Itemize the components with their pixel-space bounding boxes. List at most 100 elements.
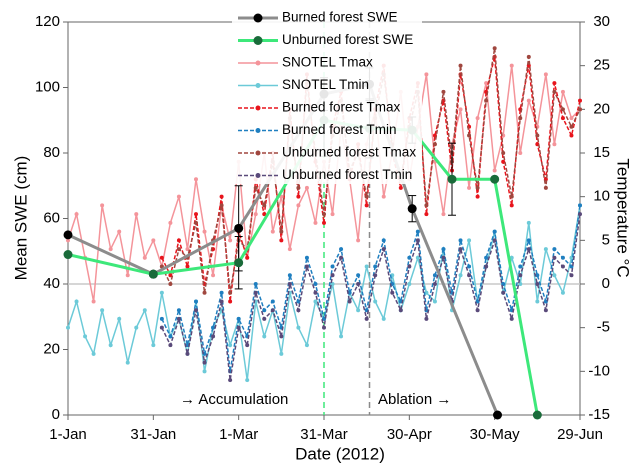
data-point — [262, 203, 267, 208]
legend-marker — [255, 60, 261, 66]
data-point — [279, 334, 284, 339]
data-point — [560, 89, 565, 94]
data-point — [91, 299, 96, 304]
data-point — [560, 290, 565, 295]
data-point — [176, 308, 181, 313]
data-point — [279, 229, 284, 234]
data-point — [339, 247, 344, 252]
data-point — [475, 194, 480, 199]
legend-marker — [255, 173, 261, 178]
data-point — [91, 351, 96, 356]
data-point — [330, 273, 335, 278]
data-point — [578, 212, 582, 217]
data-point — [467, 133, 472, 138]
data-point — [168, 334, 173, 339]
y2-tick-label: 30 — [593, 13, 610, 30]
data-point — [535, 299, 540, 304]
data-point — [356, 273, 361, 278]
data-point — [185, 247, 190, 252]
data-point — [168, 282, 173, 286]
data-point — [151, 238, 156, 243]
data-point — [202, 360, 207, 365]
data-point — [304, 255, 309, 260]
data-point — [202, 229, 207, 234]
data-point — [526, 220, 531, 225]
y2-axis-label: Temperature °C — [614, 158, 633, 277]
y-tick-label: 80 — [43, 144, 60, 161]
legend-marker — [255, 128, 261, 133]
data-point — [509, 63, 514, 68]
legend: Burned forest SWE Unburned forest SWE SNOT… — [232, 6, 422, 184]
data-point — [304, 343, 309, 348]
data-point — [159, 255, 164, 260]
data-point — [432, 142, 437, 147]
y2-tick-label: -5 — [597, 319, 610, 336]
data-point — [415, 255, 420, 260]
data-point — [313, 290, 318, 295]
y2-tick-label: 25 — [593, 57, 610, 74]
data-point — [125, 360, 130, 365]
legend-label: SNOTEL Tmax — [282, 55, 373, 70]
data-point — [304, 185, 309, 190]
legend-label: Unburned forest SWE — [282, 32, 413, 47]
annotation: Ablation → — [378, 391, 451, 408]
data-point — [228, 378, 233, 383]
data-point — [458, 247, 463, 252]
series-line — [161, 214, 581, 381]
data-point — [569, 133, 574, 138]
data-point — [543, 185, 548, 190]
data-point — [501, 159, 506, 164]
data-point — [441, 212, 446, 217]
data-point — [475, 299, 480, 304]
data-point — [526, 54, 531, 59]
series-line — [161, 205, 581, 372]
data-point — [552, 255, 557, 260]
data-point — [432, 273, 437, 278]
data-point — [219, 194, 224, 199]
data-point — [492, 168, 497, 173]
data-point — [518, 264, 523, 269]
data-point — [185, 264, 190, 269]
data-point — [219, 290, 224, 295]
data-point — [501, 290, 506, 295]
x-tick-label: 1-Jan — [49, 426, 87, 443]
legend-label: Burned forest SWE — [282, 10, 398, 25]
data-point — [279, 238, 284, 243]
data-point — [176, 316, 181, 321]
legend-label: Burned forest Tmax — [282, 100, 401, 115]
data-point — [484, 255, 489, 260]
data-point — [194, 220, 198, 225]
data-point — [176, 238, 181, 243]
data-point — [493, 410, 503, 420]
data-point — [270, 229, 275, 234]
data-point — [364, 203, 369, 208]
data-point — [447, 174, 457, 184]
data-point — [484, 81, 489, 86]
data-point — [202, 290, 207, 295]
data-point — [63, 250, 73, 260]
data-point — [432, 282, 437, 286]
data-point — [492, 238, 497, 243]
data-point — [364, 264, 369, 269]
data-point — [108, 247, 113, 252]
annotation: → Accumulation — [180, 391, 288, 408]
data-point — [159, 316, 164, 321]
legend-label: Unburned forest Tmin — [282, 167, 412, 182]
data-point — [501, 151, 506, 155]
data-point — [142, 255, 147, 260]
data-point — [509, 316, 514, 321]
data-point — [467, 273, 472, 278]
data-point — [313, 299, 318, 304]
data-point — [578, 203, 582, 208]
data-point — [211, 334, 216, 339]
data-point — [219, 299, 224, 304]
legend-marker — [255, 150, 261, 156]
data-point — [142, 308, 147, 313]
data-point — [339, 255, 344, 260]
legend-marker — [253, 13, 263, 23]
data-point — [168, 343, 173, 348]
legend-label: SNOTEL Tmin — [282, 77, 369, 92]
data-point — [484, 98, 489, 103]
data-point — [194, 177, 198, 182]
data-point — [560, 264, 565, 269]
